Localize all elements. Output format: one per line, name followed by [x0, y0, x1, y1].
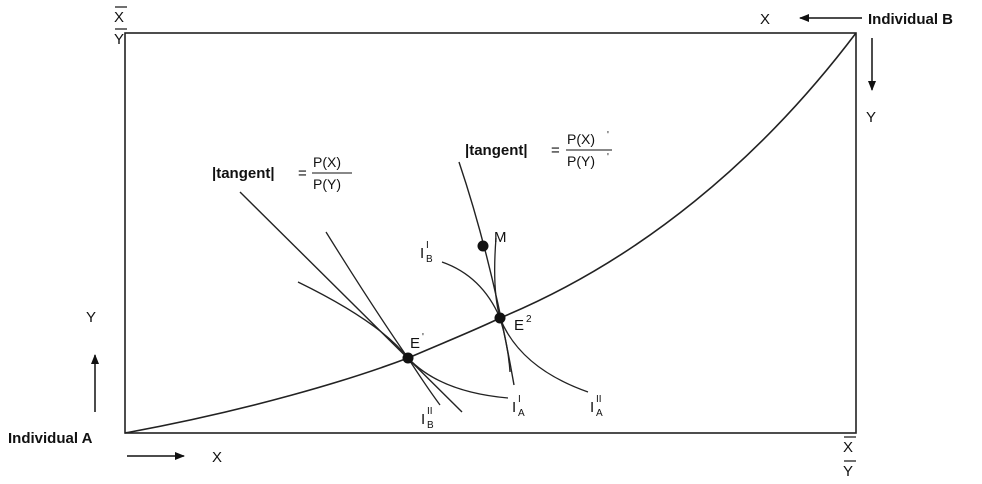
individual-a-y-axis-label: Y: [86, 309, 96, 326]
tangent-2-equals: =: [551, 142, 560, 159]
point-e2: [494, 312, 506, 324]
tangent-2-numerator-prime: ': [607, 130, 609, 141]
individual-a-x-axis-label: X: [212, 449, 222, 466]
svg-text:A: A: [518, 408, 525, 419]
indifference-curve-b-ii: [325, 231, 441, 406]
corner-top-left-x: X: [114, 9, 124, 26]
price-line-2: [458, 161, 515, 386]
point-m-label: M: [494, 229, 507, 246]
tangent-formula-1: |tangent| = P(X) P(Y): [212, 154, 352, 192]
individual-b-y-axis-label: Y: [866, 109, 876, 126]
tangent-2-denominator-prime: ': [607, 152, 609, 163]
contract-curve: [124, 32, 857, 434]
tangent-1-label: |tangent|: [212, 165, 275, 182]
point-m: [477, 240, 489, 252]
svg-text:A: A: [596, 408, 603, 419]
point-e1-sup: ': [422, 332, 424, 343]
label-ia-right: I II A: [590, 394, 603, 419]
svg-text:B: B: [426, 254, 433, 265]
label-ib-lower: I II B: [421, 406, 434, 431]
tangent-2-numerator: P(X): [567, 131, 595, 147]
tangent-2-denominator: P(Y): [567, 153, 595, 169]
corner-bottom-right-x: X: [843, 439, 853, 456]
tangent-1-equals: =: [298, 165, 307, 182]
corner-bottom-right-y: Y: [843, 463, 853, 480]
individual-b-x-axis-label: X: [760, 11, 770, 28]
indifference-curve-a-i: [297, 281, 509, 399]
tangent-1-numerator: P(X): [313, 154, 341, 170]
svg-text:I: I: [426, 240, 429, 251]
svg-text:I: I: [421, 411, 425, 428]
svg-text:I: I: [518, 394, 521, 405]
svg-text:II: II: [596, 394, 602, 405]
svg-text:I: I: [512, 399, 516, 416]
label-ia-mid: I I A: [512, 394, 525, 419]
price-line-1: [239, 191, 463, 413]
tangent-1-denominator: P(Y): [313, 176, 341, 192]
corner-top-left-y: Y: [114, 31, 124, 48]
svg-text:I: I: [590, 399, 594, 416]
tangent-2-label: |tangent|: [465, 142, 528, 159]
point-e2-label: E: [514, 317, 524, 334]
point-e1: [402, 352, 414, 364]
individual-b-label: Individual B: [868, 11, 953, 28]
svg-text:B: B: [427, 420, 434, 431]
tangent-formula-2: |tangent| = P(X) ' P(Y) ': [465, 130, 612, 169]
individual-a-label: Individual A: [8, 430, 93, 447]
svg-text:I: I: [420, 245, 424, 262]
edgeworth-box-frame: [124, 32, 857, 434]
svg-text:II: II: [427, 406, 433, 417]
label-ib-upper: I I B: [420, 240, 433, 265]
point-e2-sup: 2: [526, 314, 532, 325]
point-e1-label: E: [410, 335, 420, 352]
